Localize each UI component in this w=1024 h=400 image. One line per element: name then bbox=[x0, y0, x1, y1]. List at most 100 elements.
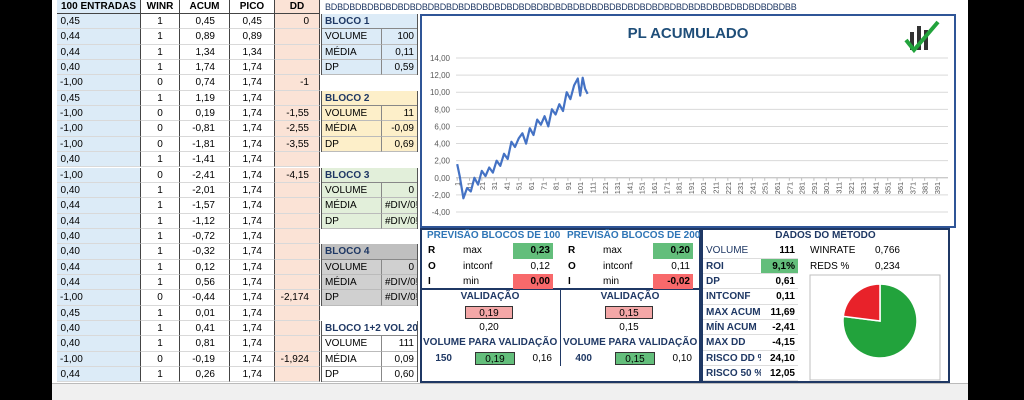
data-cell: 1,74 bbox=[230, 336, 275, 352]
x-tick-label: 391 bbox=[933, 182, 942, 195]
data-cell: 0,56 bbox=[180, 274, 230, 291]
data-cell bbox=[275, 321, 320, 337]
x-tick-label: 161 bbox=[650, 182, 659, 195]
forecast-value: 0,11 bbox=[671, 260, 690, 272]
method-value: -2,41 bbox=[761, 320, 798, 336]
method-value: -4,15 bbox=[761, 335, 798, 351]
data-cell: 0 bbox=[141, 75, 180, 91]
data-cell: -1,00 bbox=[57, 121, 141, 137]
forecast-label: intconf bbox=[463, 260, 493, 272]
data-cell: 1 bbox=[141, 274, 180, 291]
x-tick-label: 181 bbox=[675, 182, 684, 195]
data-cell: -1,00 bbox=[57, 136, 141, 153]
block-label: VOLUME bbox=[322, 259, 382, 275]
x-tick-label: 121 bbox=[601, 182, 610, 195]
data-cell: 0,40 bbox=[57, 60, 141, 76]
validation-title: VALIDAÇÃO bbox=[600, 291, 660, 303]
data-cell bbox=[275, 60, 320, 76]
forecast-label: max bbox=[603, 245, 622, 257]
block-label: DP bbox=[322, 213, 382, 229]
data-cell: 0,40 bbox=[57, 321, 141, 337]
x-tick-label: 381 bbox=[921, 182, 930, 195]
block-label: DP bbox=[322, 367, 382, 383]
data-cell: 1,74 bbox=[230, 198, 275, 214]
data-cell: 1,74 bbox=[230, 367, 275, 383]
data-cell bbox=[275, 29, 320, 45]
chart-title: PL ACUMULADO bbox=[628, 25, 749, 42]
data-cell: -2,01 bbox=[180, 182, 230, 199]
x-tick-label: 341 bbox=[871, 182, 880, 195]
method-side-label: REDS % bbox=[810, 260, 850, 272]
forecast-value: 0,00 bbox=[513, 274, 553, 290]
column-header: 100 ENTRADAS bbox=[57, 0, 141, 14]
y-tick-label: 2,00 bbox=[434, 157, 450, 166]
x-tick-label: 171 bbox=[662, 182, 671, 195]
x-tick-label: 311 bbox=[835, 182, 844, 194]
forecast-letter: O bbox=[428, 260, 436, 272]
data-cell: 1 bbox=[141, 60, 180, 76]
method-label: ROI bbox=[703, 259, 761, 275]
data-cell: 1,74 bbox=[230, 136, 275, 153]
x-tick-label: 261 bbox=[773, 182, 782, 195]
forecast-label: min bbox=[603, 276, 620, 288]
column-header: DD bbox=[275, 0, 320, 14]
data-cell: 0,44 bbox=[57, 213, 141, 229]
block-label: MÉDIA bbox=[322, 121, 382, 137]
x-tick-label: 221 bbox=[724, 182, 733, 195]
method-label: VOLUME bbox=[703, 243, 761, 259]
block-value: 111 bbox=[382, 336, 417, 352]
data-cell: 1 bbox=[141, 182, 180, 199]
data-cell: 1,74 bbox=[230, 75, 275, 91]
data-cell: 0,40 bbox=[57, 228, 141, 245]
block-value: 0,59 bbox=[382, 60, 417, 76]
x-tick-label: 231 bbox=[736, 182, 745, 195]
method-label: RISCO 50 % bbox=[703, 366, 761, 382]
data-cell: 0,44 bbox=[57, 29, 141, 45]
data-cell: -0,72 bbox=[180, 228, 230, 245]
y-tick-label: 6,00 bbox=[434, 122, 450, 131]
data-cell: -0,81 bbox=[180, 121, 230, 137]
logo bbox=[904, 20, 940, 54]
data-cell: -2,55 bbox=[275, 121, 320, 137]
data-cell: 1,19 bbox=[180, 90, 230, 107]
data-cell: 1,74 bbox=[230, 351, 275, 368]
column-header: PICO bbox=[230, 0, 275, 14]
x-tick-label: 331 bbox=[859, 182, 868, 195]
block-title: BLOCO 2 bbox=[322, 90, 417, 107]
x-tick-label: 251 bbox=[761, 182, 770, 195]
data-cell: 0 bbox=[141, 351, 180, 368]
forecast-label: min bbox=[463, 276, 480, 288]
x-tick-label: 321 bbox=[847, 182, 856, 195]
method-label: MAX ACUM bbox=[703, 305, 761, 321]
y-tick-label: 4,00 bbox=[434, 140, 450, 149]
forecast-letter: O bbox=[568, 260, 576, 272]
data-cell: 1,34 bbox=[230, 44, 275, 61]
data-cell: 0,44 bbox=[57, 274, 141, 291]
x-tick-label: 151 bbox=[638, 182, 647, 195]
data-cell: 1 bbox=[141, 90, 180, 107]
data-cell: -3,55 bbox=[275, 136, 320, 153]
data-cell: 0,44 bbox=[57, 44, 141, 61]
data-cell: -2,41 bbox=[180, 167, 230, 183]
y-tick-label: -2,00 bbox=[432, 191, 451, 200]
x-tick-label: 191 bbox=[687, 182, 696, 195]
y-tick-label: 12,00 bbox=[430, 71, 451, 80]
volume-count: 150 bbox=[435, 352, 452, 364]
data-cell: 0,40 bbox=[57, 152, 141, 168]
data-cell: 0 bbox=[141, 136, 180, 153]
block-label: VOLUME bbox=[322, 182, 382, 199]
data-cell bbox=[275, 259, 320, 275]
data-cell: 0,40 bbox=[57, 244, 141, 260]
data-cell: 1,34 bbox=[180, 44, 230, 61]
x-tick-label: 21 bbox=[478, 182, 487, 190]
x-tick-label: 141 bbox=[625, 182, 634, 195]
block-label: MÉDIA bbox=[322, 351, 382, 368]
forecast-label: max bbox=[463, 245, 482, 257]
method-side-value: 0,766 bbox=[874, 245, 900, 257]
data-cell: 0,19 bbox=[180, 106, 230, 122]
x-tick-label: 201 bbox=[699, 182, 708, 195]
data-cell: -1 bbox=[275, 75, 320, 91]
method-label: MAX DD bbox=[703, 335, 761, 351]
x-tick-label: 291 bbox=[810, 182, 819, 195]
